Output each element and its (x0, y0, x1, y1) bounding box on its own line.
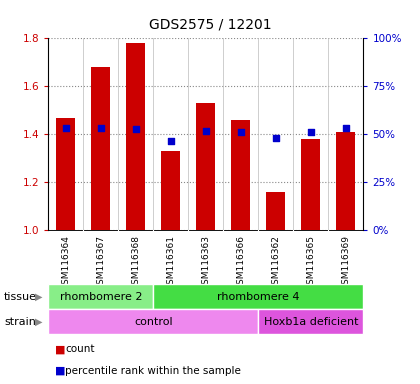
Text: GSM116363: GSM116363 (201, 235, 210, 290)
Text: GSM116365: GSM116365 (306, 235, 315, 290)
Point (97, 124, 104, 131)
Point (132, 126, 139, 132)
Bar (301, 139, 320, 230)
Text: ▶: ▶ (35, 291, 42, 302)
Bar (153, 284, 363, 309)
Text: ▶: ▶ (35, 316, 42, 327)
Text: GSM116368: GSM116368 (131, 235, 140, 290)
Text: count: count (65, 344, 94, 354)
Text: rhombomere 2: rhombomere 2 (60, 291, 142, 302)
Bar (48, 309, 258, 334)
Text: GSM116369: GSM116369 (341, 235, 350, 290)
Text: GSM116364: GSM116364 (61, 235, 70, 290)
Text: GSM116366: GSM116366 (236, 235, 245, 290)
Point (168, 138, 174, 144)
Text: GSM116362: GSM116362 (271, 235, 280, 290)
Bar (231, 120, 250, 230)
Text: tissue: tissue (4, 291, 37, 302)
Text: ■: ■ (55, 344, 65, 354)
Bar (91, 67, 110, 230)
Point (273, 135, 279, 141)
Point (202, 127, 209, 134)
Text: ■: ■ (55, 366, 65, 376)
Text: control: control (134, 316, 173, 327)
Bar (48, 284, 153, 309)
Bar (336, 132, 355, 230)
Text: percentile rank within the sample: percentile rank within the sample (65, 366, 241, 376)
Bar (258, 309, 363, 334)
Text: GDS2575 / 12201: GDS2575 / 12201 (149, 17, 271, 31)
Bar (126, 43, 145, 230)
Text: GSM116367: GSM116367 (96, 235, 105, 290)
Point (63, 124, 69, 131)
Bar (161, 151, 181, 230)
Text: strain: strain (4, 316, 36, 327)
Point (237, 128, 244, 135)
Bar (56, 118, 76, 230)
Text: GSM116361: GSM116361 (166, 235, 175, 290)
Text: rhombomere 4: rhombomere 4 (217, 291, 299, 302)
Bar (266, 192, 286, 230)
Point (307, 128, 314, 135)
Point (342, 124, 349, 131)
Bar (196, 103, 215, 230)
Text: Hoxb1a deficient: Hoxb1a deficient (264, 316, 358, 327)
